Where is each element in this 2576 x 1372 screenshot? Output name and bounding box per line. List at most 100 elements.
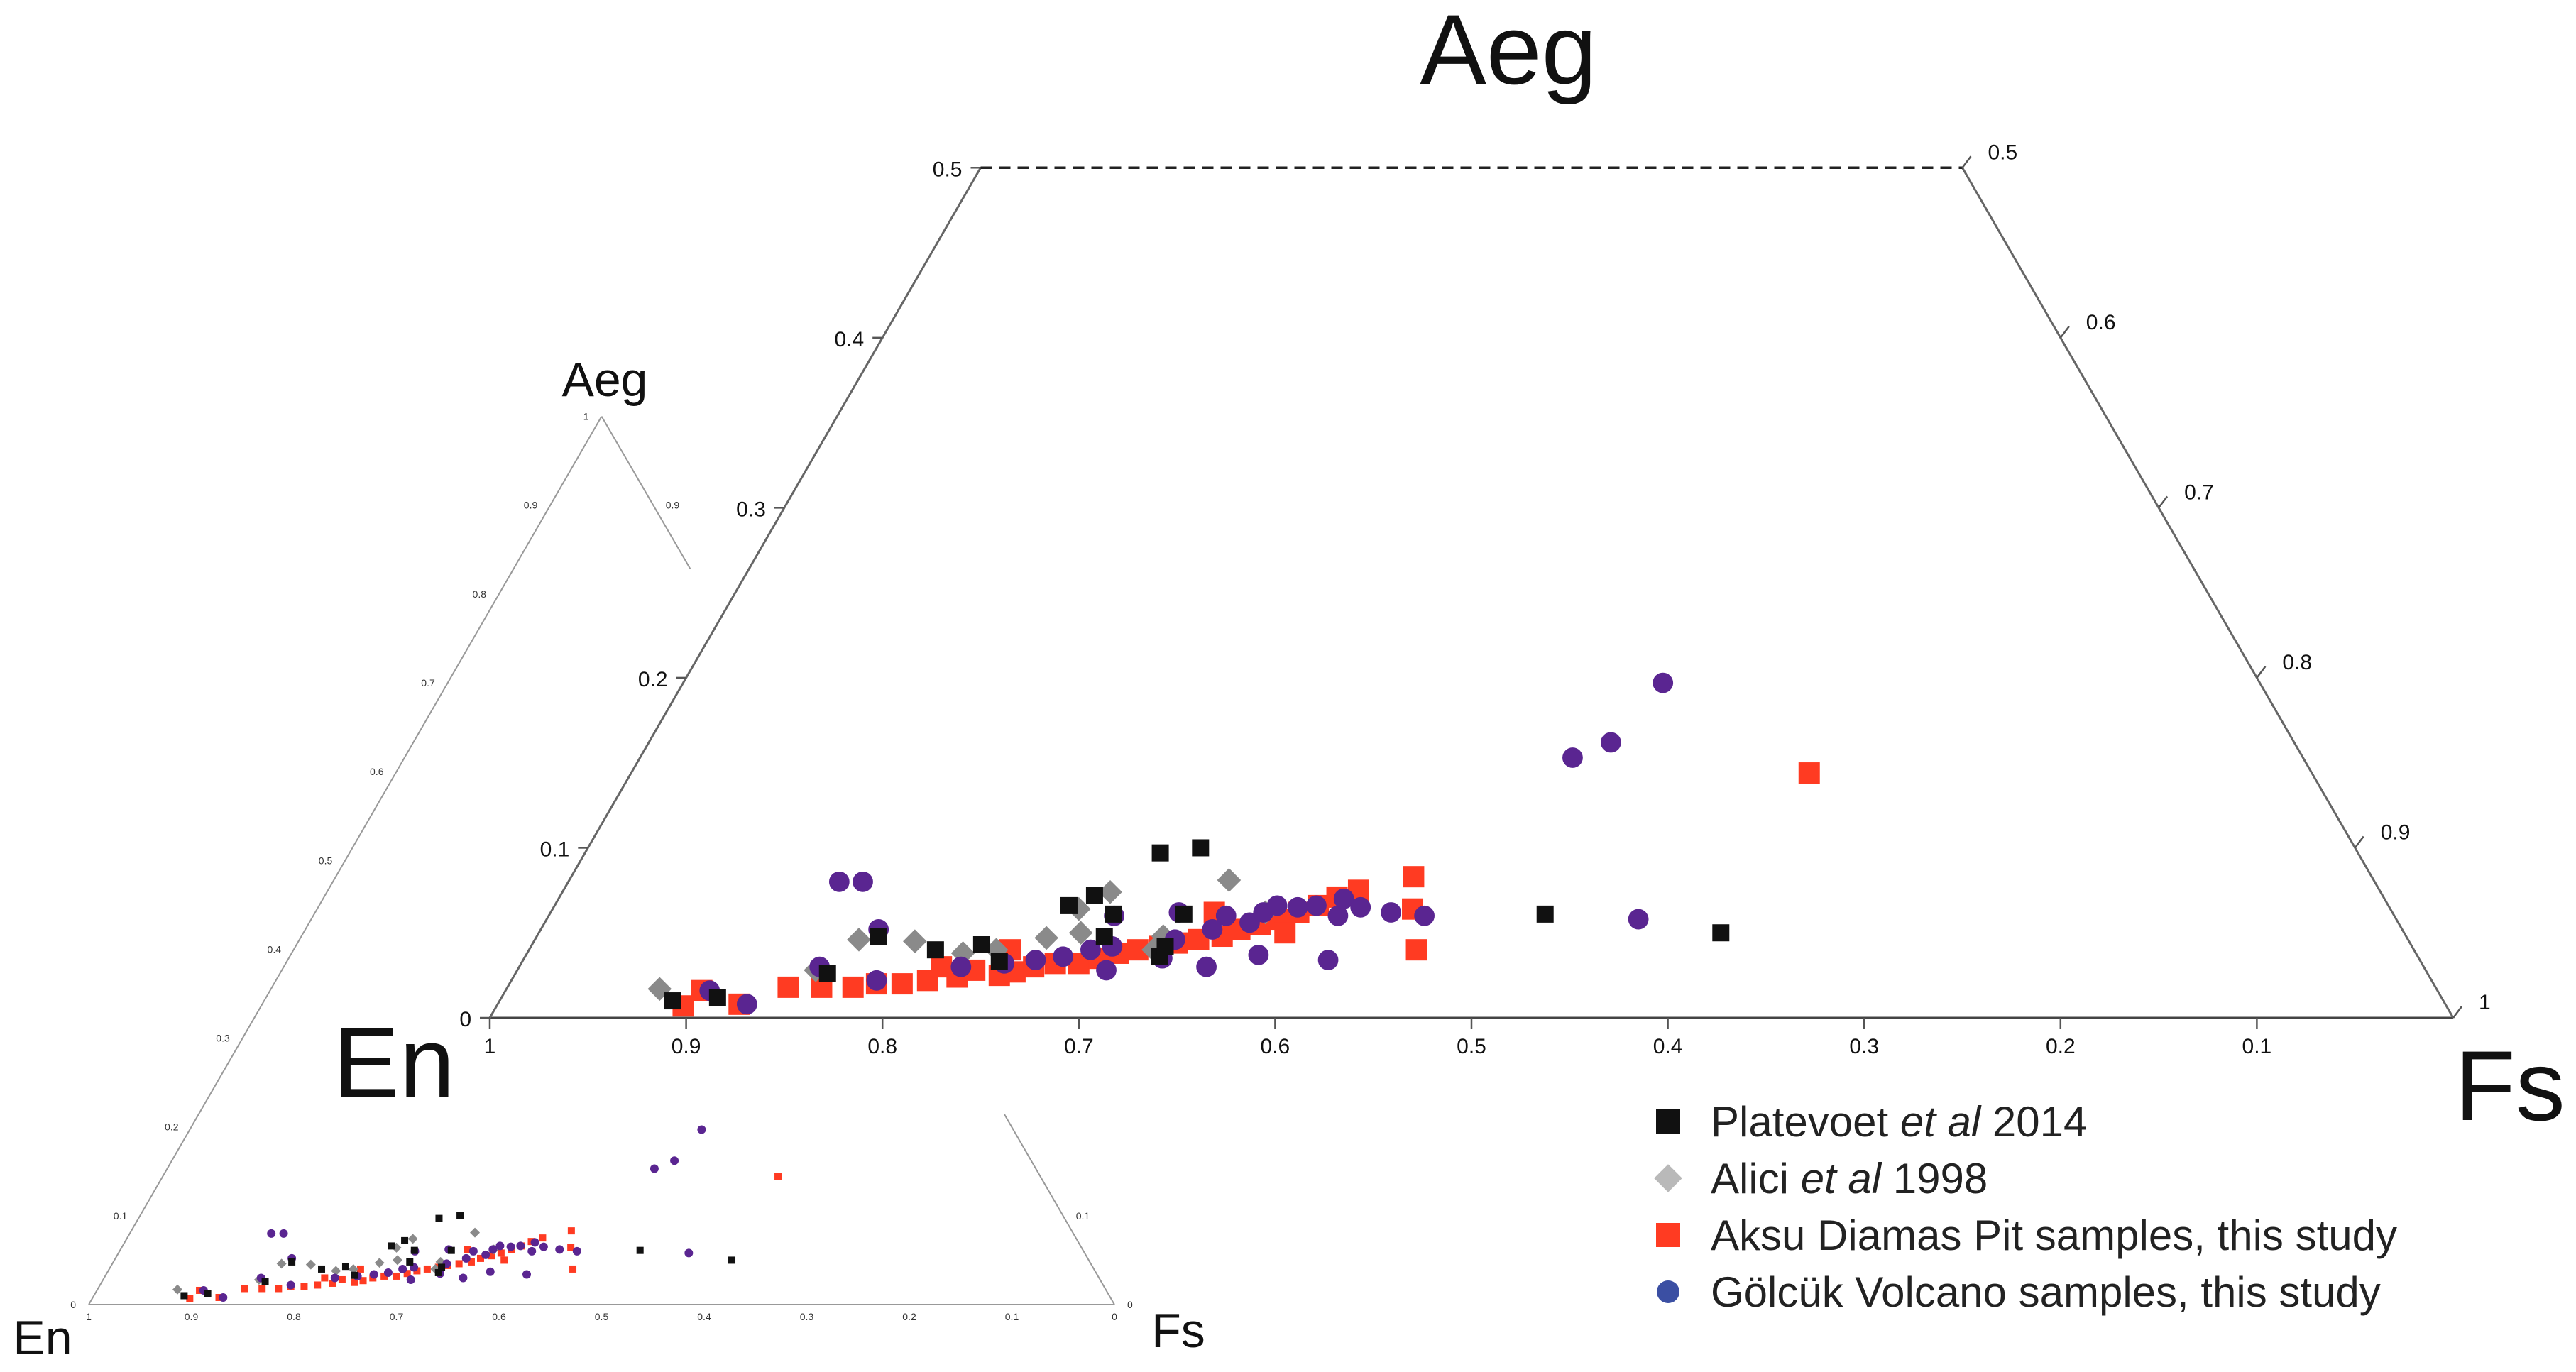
bottom-tick-label: 0.2 (2046, 1035, 2076, 1058)
zoomed-ternary-plot: Aeg En Fs 0 0.1 0.2 0.3 0.4 0.5 1 0.9 0.8 0.7 0.6 0.5 0… (333, 0, 2565, 1141)
grey-diamond-marker-icon (1654, 1164, 1682, 1192)
inset-data-point (286, 1280, 295, 1290)
data-point (853, 871, 873, 892)
inset-data-point (636, 1246, 644, 1254)
legend-label: Platevoet et al 2014 (1711, 1097, 2088, 1146)
inset-data-point (488, 1252, 495, 1260)
red-square-marker-icon (1656, 1223, 1680, 1247)
data-point (1381, 902, 1401, 923)
inset-data-point (539, 1242, 548, 1251)
data-point (990, 953, 1008, 970)
data-point (1414, 905, 1435, 926)
inset-data-point (435, 1214, 443, 1222)
left-tick-label: 0.2 (638, 668, 668, 691)
inset-data-point (572, 1246, 581, 1256)
data-point (1192, 839, 1210, 857)
data-point (903, 929, 927, 954)
inset-right-tick: 0.9 (666, 500, 680, 511)
inset-data-point (410, 1246, 418, 1254)
inset-data-point (464, 1246, 471, 1253)
inset-data-point (300, 1283, 308, 1290)
inset-right-tick: 0 (1127, 1299, 1133, 1310)
inset-right-axis-bottom (1004, 1114, 1115, 1305)
right-tick-label: 0.9 (2381, 821, 2411, 844)
inset-bottom-tick: 0.3 (800, 1311, 814, 1322)
inset-data-point (180, 1292, 188, 1300)
inset-left-tick: 0.8 (473, 588, 487, 600)
data-point (1403, 866, 1425, 888)
inset-data-point (527, 1246, 537, 1256)
inset-data-point (447, 1246, 455, 1254)
inset-bottom-tick: 0.8 (287, 1311, 301, 1322)
data-point (1350, 896, 1371, 918)
right-tick-mark (2158, 495, 2169, 509)
data-point (1105, 905, 1122, 923)
inset-data-point (318, 1265, 326, 1273)
inset-data-point (374, 1258, 385, 1268)
legend-label: Alici et al 1998 (1711, 1154, 1988, 1202)
data-point (1215, 905, 1237, 926)
inset-data-point (434, 1268, 442, 1276)
inset-data-point (476, 1254, 484, 1262)
right-tick-label: 0.8 (2282, 651, 2312, 674)
data-point (1196, 956, 1217, 977)
inset-data-point (398, 1264, 407, 1273)
inset-data-point (423, 1265, 431, 1273)
right-tick-label: 0.5 (1988, 141, 2018, 164)
bottom-tick-label: 0.4 (1653, 1035, 1683, 1058)
inset-data-point (403, 1270, 411, 1278)
inset-data-point (468, 1246, 478, 1256)
left-tick-label: 0.3 (736, 498, 766, 521)
data-point (1798, 762, 1820, 784)
right-axis-line (1961, 167, 2455, 1019)
inset-bottom-tick: 0.4 (697, 1311, 711, 1322)
inset-data-point (369, 1270, 378, 1279)
inset-data-point (438, 1263, 446, 1271)
data-point (1317, 950, 1339, 970)
data-point (1156, 938, 1174, 955)
legend-label: Aksu Diamas Pit samples, this study (1711, 1211, 2398, 1259)
inset-data-point (486, 1267, 495, 1276)
inset-data-point (204, 1290, 212, 1297)
inset-data-point (539, 1234, 547, 1242)
inset-data-point (500, 1256, 508, 1264)
data-point (818, 965, 836, 982)
inset-data-point (684, 1248, 694, 1258)
inset-bottom-tick: 0.7 (390, 1311, 404, 1322)
data-point (1080, 939, 1101, 960)
inset-corner-fs: Fs (1151, 1304, 1205, 1358)
full-ternary-inset: Aeg En Fs 0 0.1 0.2 0.3 0.4 0.5 0.6 0.7 0.8 0.9 1 1 0.9… (13, 353, 1205, 1365)
data-point (891, 973, 913, 995)
inset-data-point (728, 1256, 736, 1264)
inset-data-point (567, 1244, 575, 1251)
data-point (1175, 905, 1193, 923)
inset-data-point (392, 1255, 402, 1266)
data-point (1274, 922, 1296, 944)
inset-data-point (455, 1260, 463, 1268)
bottom-tick-label: 0.9 (672, 1035, 701, 1058)
inset-data-point (459, 1273, 468, 1283)
inset-data-point (522, 1270, 532, 1279)
left-tick-label: 0.4 (834, 328, 864, 351)
data-point (1068, 921, 1093, 945)
bottom-tick-label: 0.3 (1849, 1035, 1879, 1058)
data-point (1712, 924, 1730, 942)
inset-left-tick: 0.7 (421, 677, 435, 688)
right-tick-label: 0.7 (2184, 481, 2214, 504)
inset-left-tick: 0 (70, 1299, 76, 1310)
data-point (1217, 868, 1242, 892)
inset-bottom-tick: 0.2 (902, 1311, 916, 1322)
inset-bottom-tick: 0.9 (185, 1311, 199, 1322)
inset-data-point (555, 1245, 564, 1254)
bottom-tick-label: 0.5 (1457, 1035, 1486, 1058)
bottom-tick-label: 0.1 (2242, 1035, 2272, 1058)
data-point (866, 970, 887, 991)
inset-bottom-tick: 0.5 (595, 1311, 609, 1322)
inset-data-point (530, 1238, 539, 1247)
data-point (777, 976, 799, 998)
right-tick-mark (2256, 666, 2267, 679)
data-point (1536, 905, 1554, 923)
inset-data-point (351, 1271, 358, 1279)
data-point (1333, 888, 1354, 909)
